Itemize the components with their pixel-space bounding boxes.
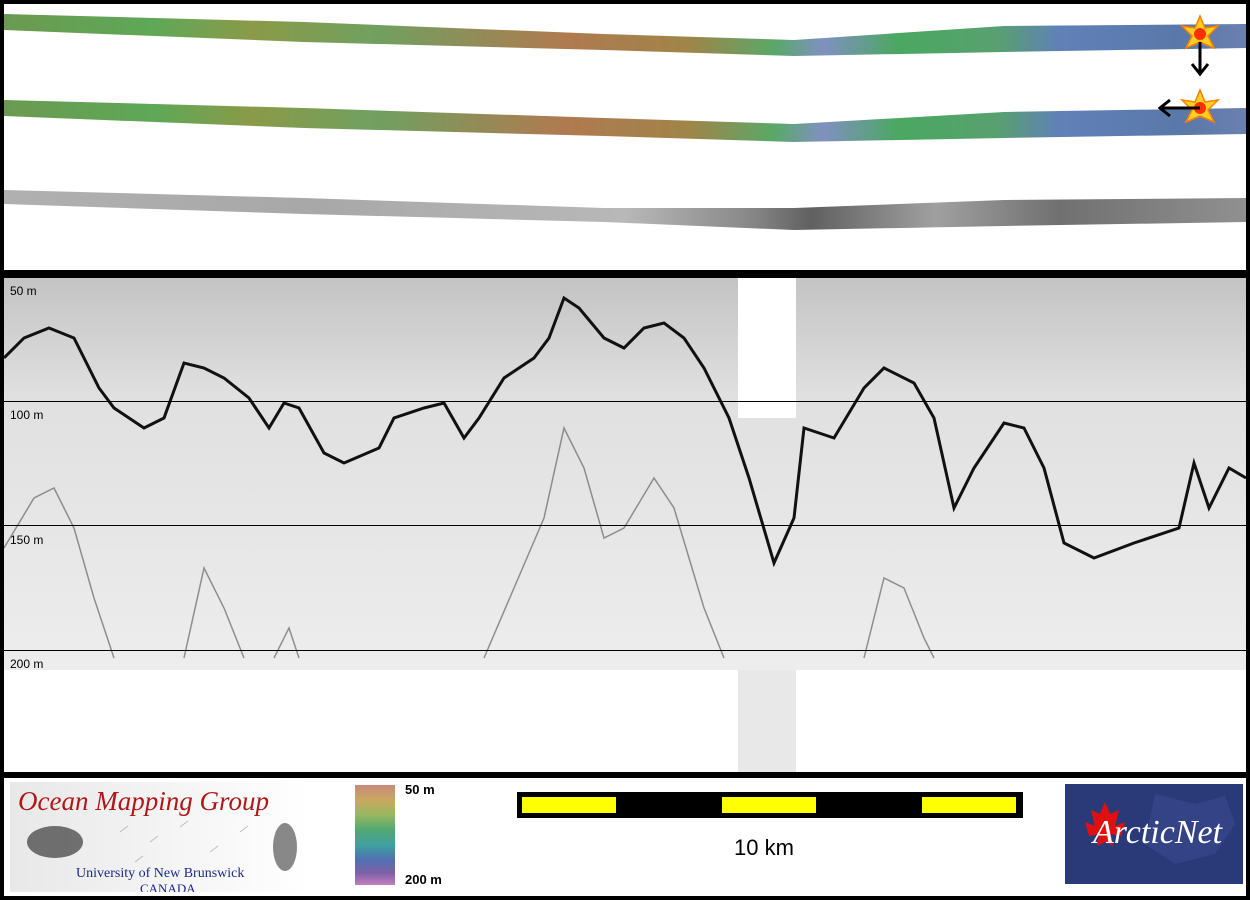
scale-label: 10 km [734, 835, 794, 860]
swath-panel [4, 4, 1246, 270]
sub-bottom-reflector [4, 425, 935, 659]
scale-bar-segment [922, 797, 1016, 813]
depth-label-200: 200 m [10, 657, 44, 671]
colorbar-top-label: 50 m [405, 782, 435, 797]
depth-line-200 [4, 650, 1246, 651]
ocean-mapping-group-logo: Ocean Mapping Group University of New Br… [10, 782, 310, 892]
swath-strips [4, 14, 1246, 230]
bathymetry-strip-lower [4, 100, 1246, 142]
sidescan-strip [4, 190, 1246, 230]
colorbar-bottom-label: 200 m [405, 872, 442, 887]
seafloor-line [4, 295, 1246, 568]
org-name: Ocean Mapping Group [18, 786, 269, 816]
partner-logo-text: ArcticNet [1093, 814, 1223, 851]
arcticnet-logo: ArcticNet [1065, 784, 1243, 884]
scale-bar-segment [522, 797, 616, 813]
depth-label-100: 100 m [10, 408, 44, 422]
arrow-left-icon [1157, 98, 1200, 118]
depth-line-100 [4, 401, 1246, 402]
legend-panel: Ocean Mapping Group University of New Br… [4, 778, 1246, 896]
depth-label-50: 50 m [10, 284, 37, 298]
scale-bar-segment [722, 797, 816, 813]
scale-bar [517, 792, 1023, 818]
arrow-down-icon [1190, 42, 1210, 77]
maple-leaf-icon [1085, 794, 1235, 864]
bathymetry-strip-upper [4, 14, 1246, 56]
university-name: University of New Brunswick [76, 866, 245, 881]
subbottom-profile-panel: 50 m 100 m 150 m 200 m [4, 278, 1246, 772]
depth-label-150: 150 m [10, 533, 44, 547]
sun-marker-icon [1179, 14, 1221, 50]
country-name: CANADA [140, 881, 196, 892]
seafloor-render-icon [27, 820, 297, 871]
depth-line-150 [4, 525, 1246, 526]
depth-colorbar [355, 785, 395, 885]
echogram [4, 278, 1246, 772]
